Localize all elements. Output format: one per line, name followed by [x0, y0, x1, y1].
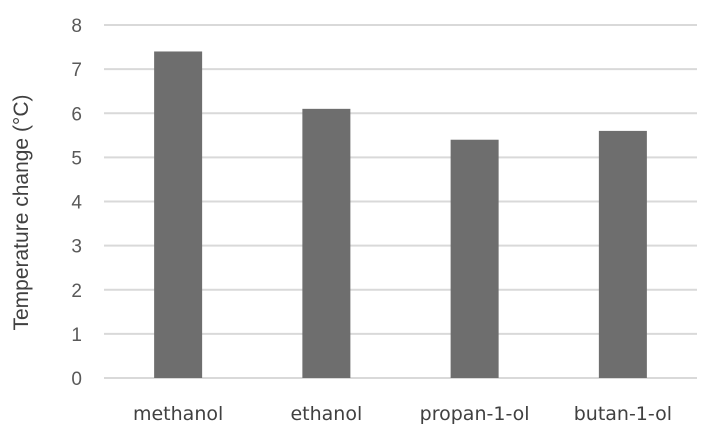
- x-tick-label: ethanol: [290, 403, 362, 425]
- y-tick-label: 8: [71, 16, 82, 37]
- y-tick-labels: 0 1 2 3 4 5 6 7 8: [71, 16, 82, 390]
- x-tick-label: methanol: [133, 403, 223, 425]
- y-tick-label: 3: [71, 237, 82, 258]
- y-tick-label: 4: [71, 193, 82, 214]
- gridlines: [104, 24, 697, 379]
- bar-propan-1-ol: [450, 139, 499, 378]
- y-tick-label: 7: [71, 60, 82, 81]
- x-tick-label: butan-1-ol: [574, 403, 672, 425]
- y-tick-label: 1: [71, 325, 82, 346]
- bar-methanol: [154, 51, 203, 378]
- bar-butan-1-ol: [598, 130, 647, 378]
- y-tick-label: 2: [71, 281, 82, 302]
- bar-ethanol: [302, 108, 351, 379]
- y-tick-label: 5: [71, 148, 82, 169]
- x-tick-labels: methanol ethanol propan-1-ol butan-1-ol: [133, 403, 672, 425]
- x-tick-label: propan-1-ol: [420, 403, 530, 425]
- bars: [154, 51, 647, 379]
- y-tick-label: 6: [71, 104, 82, 125]
- y-tick-label: 0: [71, 369, 82, 390]
